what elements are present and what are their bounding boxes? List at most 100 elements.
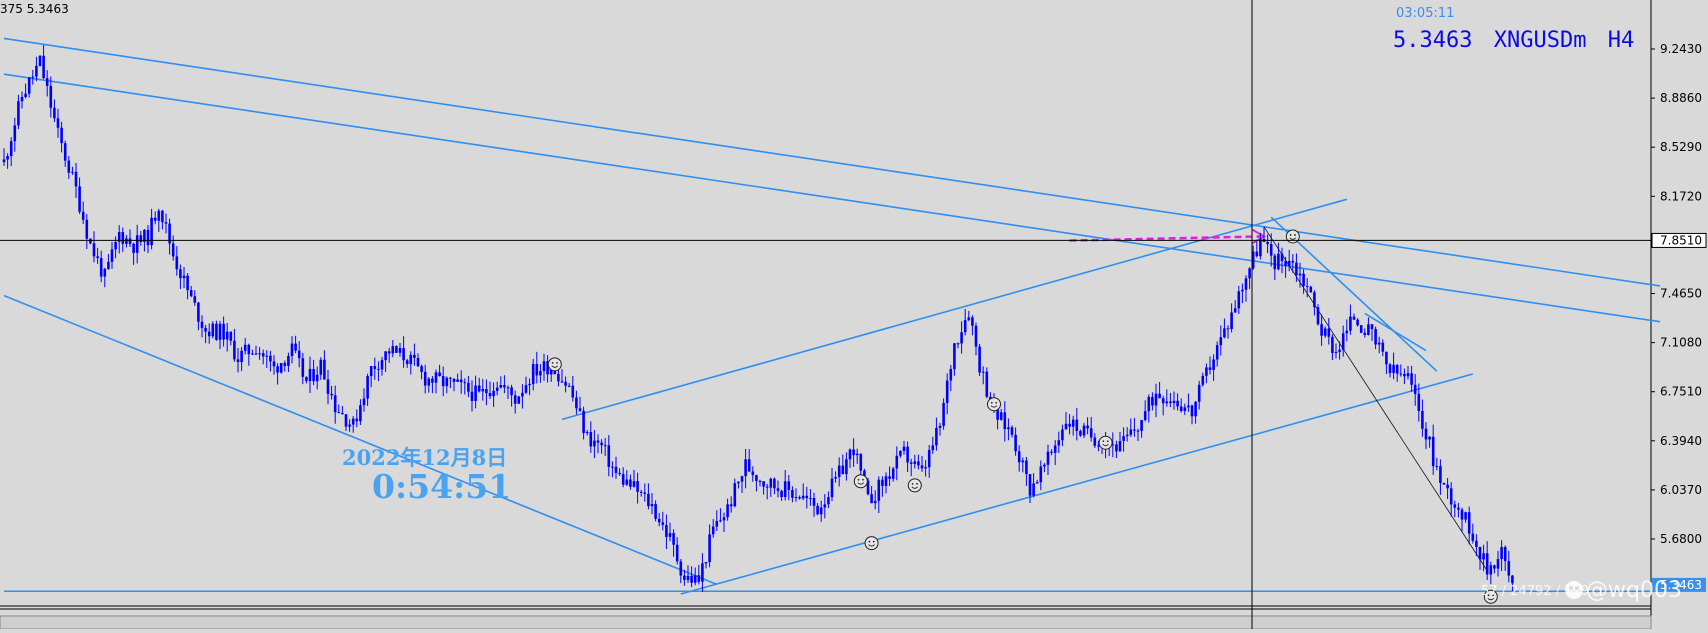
candle-body bbox=[1248, 268, 1251, 279]
candle-body bbox=[866, 480, 870, 495]
candle-body bbox=[902, 446, 906, 451]
candle-body bbox=[1194, 401, 1197, 417]
candle-body bbox=[1187, 405, 1190, 408]
candle-body bbox=[1485, 553, 1489, 575]
candle-body bbox=[452, 378, 456, 382]
candle-body bbox=[899, 450, 902, 456]
candle-body bbox=[96, 256, 99, 259]
crosshair-price-label: 7.8510 bbox=[1660, 233, 1702, 247]
horizontal-scrollbar[interactable] bbox=[0, 615, 1652, 630]
candle-body bbox=[704, 562, 708, 564]
trendline-mid-resistance[interactable] bbox=[561, 198, 1348, 421]
smiley-marker-icon[interactable] bbox=[1285, 229, 1300, 244]
smiley-marker-icon[interactable] bbox=[547, 357, 562, 372]
trendline-mid-support[interactable] bbox=[680, 373, 1474, 595]
candle-body bbox=[1179, 406, 1183, 412]
candle-body bbox=[348, 424, 351, 427]
candle-body bbox=[942, 402, 945, 426]
candle-body bbox=[103, 268, 107, 277]
candle-body bbox=[1118, 441, 1122, 452]
candle-body bbox=[1464, 512, 1467, 520]
smiley-marker-icon[interactable] bbox=[987, 397, 1001, 412]
trendline-steep-down-1[interactable] bbox=[1270, 216, 1438, 372]
candle-body bbox=[1417, 393, 1421, 412]
annotation-date: 2022年12月8日 bbox=[342, 445, 507, 470]
smiley-marker-icon[interactable] bbox=[864, 536, 879, 551]
candle-body bbox=[873, 500, 877, 504]
candle-body bbox=[1219, 337, 1223, 346]
watermark-logo-icon bbox=[1565, 581, 1583, 599]
candle-body bbox=[1295, 262, 1298, 276]
candle-body bbox=[981, 371, 985, 373]
candle-body bbox=[139, 235, 143, 242]
candle-body bbox=[269, 355, 272, 362]
trendline-upper-channel-top[interactable] bbox=[3, 37, 1661, 287]
candle-body bbox=[351, 418, 355, 425]
candle-body bbox=[243, 344, 247, 351]
candle-body bbox=[614, 466, 618, 473]
candle-body bbox=[513, 395, 517, 404]
smiley-marker-icon[interactable] bbox=[1483, 589, 1498, 604]
candle-body bbox=[9, 141, 13, 157]
candle-body bbox=[1442, 482, 1446, 485]
candle-body bbox=[611, 466, 614, 468]
candle-body bbox=[441, 376, 445, 387]
candle-body bbox=[215, 323, 218, 340]
candle-body bbox=[1478, 546, 1482, 560]
candle-body bbox=[333, 395, 337, 413]
candle-body bbox=[823, 504, 827, 508]
candle-body bbox=[1208, 367, 1212, 370]
trendline-descent-line[interactable] bbox=[1263, 226, 1488, 571]
arrow-line[interactable] bbox=[1069, 235, 1261, 242]
candle-body bbox=[117, 232, 121, 242]
candle-body bbox=[531, 363, 535, 384]
candle-body bbox=[168, 223, 171, 244]
candle-body bbox=[1007, 427, 1010, 430]
candle-body bbox=[125, 238, 128, 244]
trendline-upper-channel-bottom[interactable] bbox=[3, 73, 1661, 323]
candle-body bbox=[870, 494, 873, 504]
candle-body bbox=[996, 405, 999, 420]
plot-area bbox=[0, 0, 1651, 605]
candle-body bbox=[816, 505, 819, 515]
price-tick-label: 9.2430 bbox=[1660, 42, 1702, 56]
candle-body bbox=[1115, 444, 1118, 452]
candle-body bbox=[917, 461, 920, 466]
candle-body bbox=[71, 171, 74, 173]
candle-body bbox=[1313, 292, 1316, 308]
candle-body bbox=[1075, 419, 1079, 432]
candle-body bbox=[888, 476, 891, 479]
candle-body bbox=[1093, 437, 1097, 446]
smiley-marker-icon[interactable] bbox=[853, 474, 868, 489]
candle-body bbox=[1482, 553, 1485, 560]
candle-body bbox=[895, 455, 899, 469]
candle-body bbox=[218, 323, 222, 340]
candle-body bbox=[225, 331, 229, 340]
candle-body bbox=[128, 238, 132, 244]
candle-body bbox=[1017, 451, 1021, 463]
symbol-price-title: 5.3463 XNGUSDm H4 bbox=[1393, 28, 1634, 53]
candle-body bbox=[1111, 444, 1115, 446]
candle-body bbox=[1259, 238, 1262, 257]
candle-body bbox=[524, 385, 528, 393]
candle-body bbox=[182, 275, 186, 279]
candle-body bbox=[1352, 316, 1356, 320]
candle-body bbox=[549, 367, 553, 375]
candle-body bbox=[107, 261, 110, 269]
candle-body bbox=[621, 474, 625, 485]
smiley-marker-icon[interactable] bbox=[1098, 435, 1113, 450]
candle-body bbox=[999, 412, 1003, 420]
trendline-lower-wedge-support[interactable] bbox=[3, 294, 718, 586]
timeframe: H4 bbox=[1608, 28, 1635, 53]
trendline-steep-down-2[interactable] bbox=[1364, 312, 1427, 352]
price-axis-area[interactable] bbox=[1651, 0, 1708, 629]
candle-body bbox=[38, 55, 42, 66]
smiley-marker-icon[interactable] bbox=[907, 478, 922, 493]
candle-body bbox=[294, 343, 297, 351]
ohlc-readout: 375 5.3463 bbox=[0, 2, 69, 16]
candle-body bbox=[319, 359, 323, 375]
crosshair-price-box bbox=[1651, 232, 1707, 248]
candle-body bbox=[722, 517, 726, 521]
